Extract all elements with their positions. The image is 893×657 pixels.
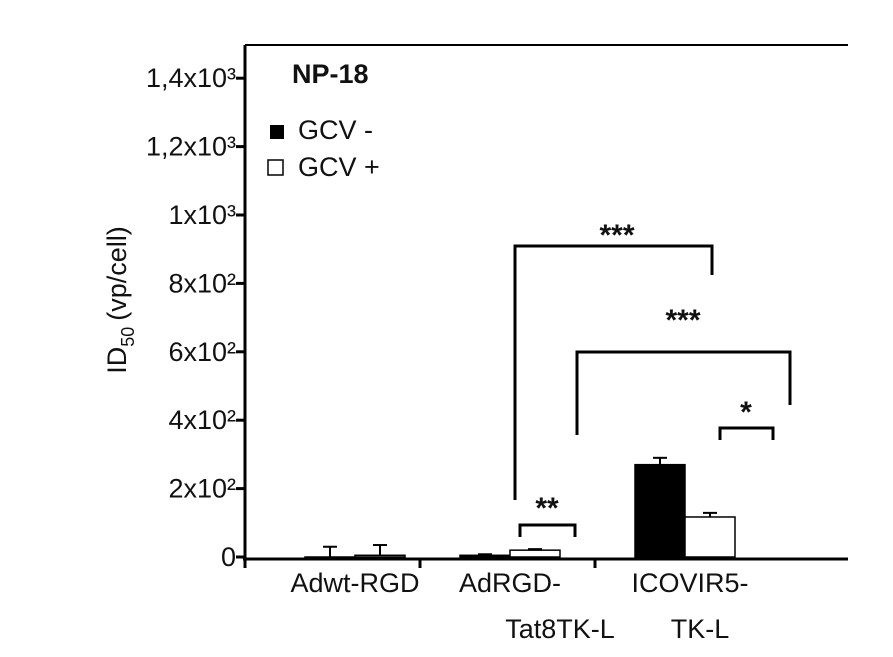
bar bbox=[459, 554, 511, 558]
chart-title: NP-18 bbox=[292, 59, 369, 89]
x-tick-label: Adwt-RGD bbox=[290, 568, 419, 598]
x-tick-labels: Adwt-RGD AdRGD- Tat8TK-L ICOVIR5- TK-L bbox=[243, 559, 749, 644]
legend-label-gcv-plus: GCV + bbox=[298, 152, 380, 182]
bar bbox=[509, 549, 561, 558]
x-tick-label: AdRGD- bbox=[459, 568, 561, 598]
x-tick-label-line2: TK-L bbox=[671, 614, 730, 644]
bar bbox=[684, 516, 736, 558]
significance-label: ** bbox=[535, 492, 559, 525]
y-tick-label: 1,2x10³ bbox=[146, 132, 236, 162]
y-tick-label: 4x10² bbox=[168, 405, 236, 435]
significance-bracket bbox=[718, 426, 775, 440]
legend-label-gcv-minus: GCV - bbox=[298, 115, 373, 145]
legend: GCV - GCV + bbox=[267, 115, 380, 182]
significance-label: * bbox=[740, 396, 752, 429]
bar bbox=[354, 554, 406, 558]
y-ticks: 0 2x10² 4x10² 6x10² 8x10² 1x10³ 1,2x10³ 1,4x10³ bbox=[146, 63, 245, 572]
legend-swatch-gcv-minus bbox=[270, 125, 284, 139]
bar bbox=[304, 556, 356, 559]
significance-bracket bbox=[513, 244, 714, 500]
x-tick-label: ICOVIR5- bbox=[631, 568, 748, 598]
y-axis-label-main: ID bbox=[102, 347, 132, 374]
y-axis-label-unit: (vp/cell) bbox=[102, 226, 132, 321]
y-tick-label: 8x10² bbox=[168, 268, 236, 298]
y-tick-label: 6x10² bbox=[168, 337, 236, 367]
x-tick-label-line2: Tat8TK-L bbox=[505, 614, 615, 644]
y-tick-label: 0 bbox=[221, 542, 236, 572]
significance-bracket bbox=[575, 350, 792, 435]
axes bbox=[243, 44, 848, 562]
y-tick-label: 1,4x10³ bbox=[146, 63, 236, 93]
y-axis-label-subscript: 50 bbox=[118, 327, 138, 347]
significance-brackets: ********* bbox=[513, 219, 792, 537]
significance-bracket bbox=[518, 523, 577, 537]
y-tick-label: 2x10² bbox=[168, 474, 236, 504]
bar bbox=[634, 463, 686, 558]
significance-label: *** bbox=[599, 219, 634, 252]
bars bbox=[304, 456, 736, 559]
y-tick-label: 1x10³ bbox=[168, 200, 236, 230]
significance-label: *** bbox=[665, 304, 700, 337]
legend-swatch-gcv-plus bbox=[267, 159, 284, 176]
y-axis-label: ID50 (vp/cell) bbox=[102, 226, 138, 374]
